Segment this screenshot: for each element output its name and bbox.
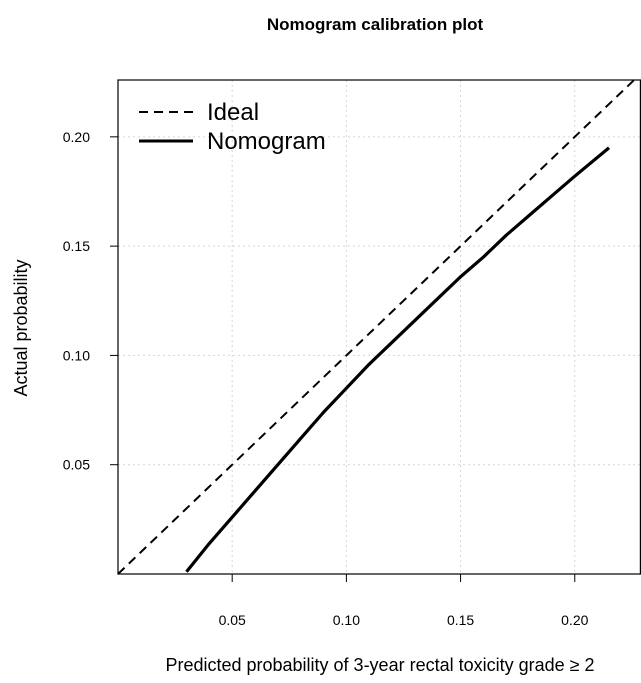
x-axis: 0.05 0.10 0.15 0.20 [219,574,589,628]
series-line-ideal [118,80,636,574]
grid-lines [118,80,641,574]
y-tick-label-0: 0.05 [63,457,90,473]
x-tick-label-1: 0.10 [333,612,360,628]
chart-title: Nomogram calibration plot [267,15,484,34]
y-tick-label-3: 0.20 [63,129,90,145]
y-axis-label: Actual probability [11,259,31,396]
legend-label-nomogram: Nomogram [207,128,326,155]
plot-area-frame [117,79,641,575]
y-tick-label-1: 0.10 [63,347,90,363]
series-layer [118,80,636,574]
x-tick-label-0: 0.05 [219,612,246,628]
x-tick-label-2: 0.15 [447,612,474,628]
x-tick-label-3: 0.20 [561,612,588,628]
y-axis: 0.05 0.10 0.15 0.20 [63,129,118,473]
x-axis-label: Predicted probability of 3-year rectal t… [165,655,594,675]
y-tick-label-2: 0.15 [63,238,90,254]
legend-label-ideal: Ideal [207,99,259,126]
series-line-nomogram [185,146,611,573]
